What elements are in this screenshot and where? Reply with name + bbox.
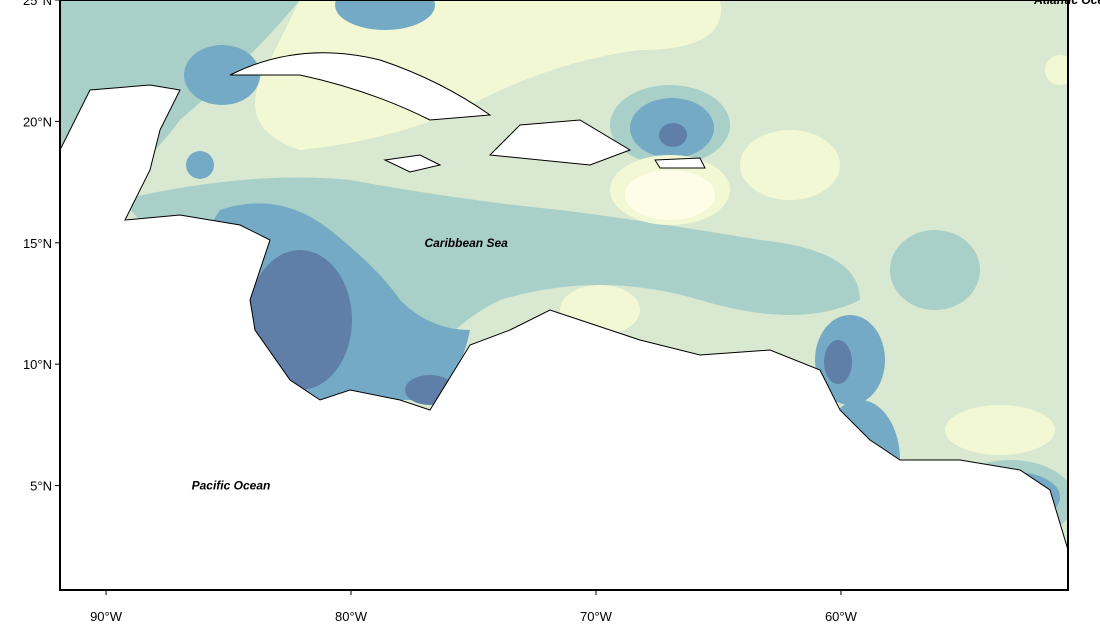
y-tick-label: 10°N bbox=[23, 357, 52, 372]
x-tick-label: 80°W bbox=[335, 609, 368, 624]
plot-frame bbox=[59, 0, 1069, 591]
ocean-label: Atlantic Ocean bbox=[1033, 0, 1100, 7]
x-tick-label: 90°W bbox=[90, 609, 123, 624]
contour-field bbox=[60, 0, 1068, 590]
y-tick-label: 20°N bbox=[23, 114, 52, 129]
hispaniola bbox=[488, 119, 632, 166]
puerto-rico bbox=[654, 157, 706, 169]
ocean-label: Caribbean Sea bbox=[424, 236, 508, 250]
x-tick-label: 60°W bbox=[825, 609, 858, 624]
x-tick-label: 70°W bbox=[580, 609, 613, 624]
y-tick-label: 5°N bbox=[30, 479, 52, 494]
y-tick-label: 25°N bbox=[23, 0, 52, 8]
jamaica bbox=[383, 154, 442, 173]
land bbox=[60, 84, 1068, 590]
ocean-label: Pacific Ocean bbox=[192, 479, 271, 493]
y-tick-label: 15°N bbox=[23, 236, 52, 251]
cuba bbox=[229, 52, 492, 121]
